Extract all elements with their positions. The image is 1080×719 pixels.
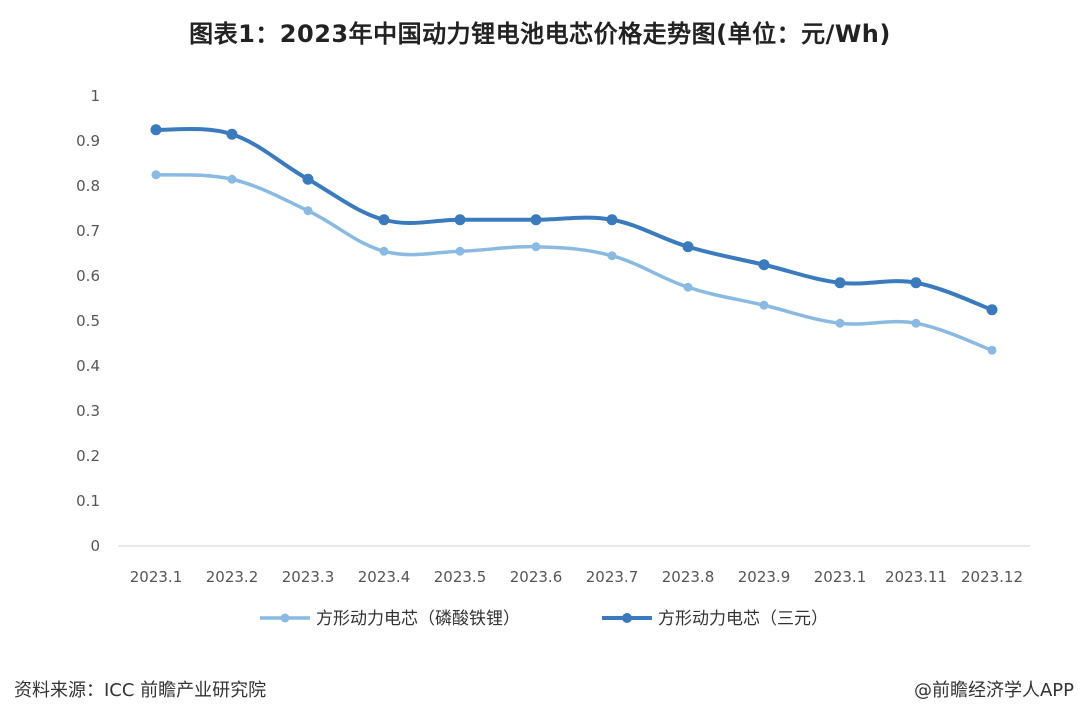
y-tick-label: 0.8 [76, 177, 100, 195]
y-tick-label: 0.1 [76, 492, 100, 510]
series-line [154, 173, 994, 352]
series-line [154, 126, 994, 312]
series-0 [151, 170, 997, 355]
x-tick-label: 2023.6 [510, 568, 563, 586]
x-axis: 2023.1 2023.2 2023.3 2023.4 2023.5 2023.6 2023… [130, 568, 1023, 586]
data-point [607, 251, 617, 261]
data-point [759, 300, 769, 310]
legend-swatch-marker [280, 613, 290, 623]
data-point [910, 277, 922, 289]
x-tick-label: 2023.7 [586, 568, 639, 586]
x-tick-label: 2023.4 [358, 568, 411, 586]
y-tick-label: 0.3 [76, 402, 100, 420]
series-layer [150, 124, 998, 355]
legend-swatch-marker [622, 613, 632, 623]
x-tick-label: 2023.11 [885, 568, 947, 586]
data-point [987, 345, 997, 355]
data-point [682, 241, 694, 253]
legend-label: 方形动力电芯（磷酸铁锂） [316, 609, 520, 629]
data-point [227, 174, 237, 184]
y-tick-label: 0.2 [76, 447, 100, 465]
data-point [455, 246, 465, 256]
y-axis: 0 0.1 0.2 0.3 0.4 0.5 0.6 0.7 0.8 0.9 1 [76, 87, 100, 555]
legend-label: 方形动力电芯（三元） [658, 609, 828, 629]
y-tick-label: 0.4 [76, 357, 100, 375]
data-point [986, 304, 998, 316]
data-point [226, 128, 238, 140]
data-point [835, 318, 845, 328]
y-tick-label: 0.7 [76, 222, 100, 240]
legend-item: 方形动力电芯（三元） [602, 609, 828, 629]
data-point [454, 214, 466, 226]
brand-note: @前瞻经济学人APP [913, 680, 1074, 701]
data-point [151, 170, 161, 180]
x-tick-label: 2023.1 [814, 568, 867, 586]
legend: 方形动力电芯（磷酸铁锂） 方形动力电芯（三元） [260, 609, 828, 629]
x-tick-label: 2023.5 [434, 568, 487, 586]
data-point [606, 214, 618, 226]
data-point [834, 277, 846, 289]
data-point [683, 282, 693, 292]
y-tick-label: 0.9 [76, 132, 100, 150]
x-tick-label: 2023.2 [206, 568, 259, 586]
data-point [911, 318, 921, 328]
y-tick-label: 0 [90, 537, 100, 555]
data-point [379, 246, 389, 256]
chart-title: 图表1：2023年中国动力锂电池电芯价格走势图(单位：元/Wh) [189, 20, 891, 48]
y-tick-label: 1 [90, 87, 100, 105]
data-point [758, 259, 770, 271]
data-point [302, 173, 314, 185]
source-note: 资料来源：ICC 前瞻产业研究院 [14, 680, 267, 701]
x-tick-label: 2023.3 [282, 568, 335, 586]
series-1 [150, 124, 998, 316]
y-tick-label: 0.6 [76, 267, 100, 285]
data-point [531, 242, 541, 252]
data-point [530, 214, 542, 226]
x-tick-label: 2023.1 [130, 568, 183, 586]
x-tick-label: 2023.12 [961, 568, 1023, 586]
data-point [303, 206, 313, 216]
data-point [150, 124, 162, 136]
legend-item: 方形动力电芯（磷酸铁锂） [260, 609, 520, 629]
x-tick-label: 2023.9 [738, 568, 791, 586]
x-tick-label: 2023.8 [662, 568, 715, 586]
y-tick-label: 0.5 [76, 312, 100, 330]
data-point [378, 214, 390, 226]
